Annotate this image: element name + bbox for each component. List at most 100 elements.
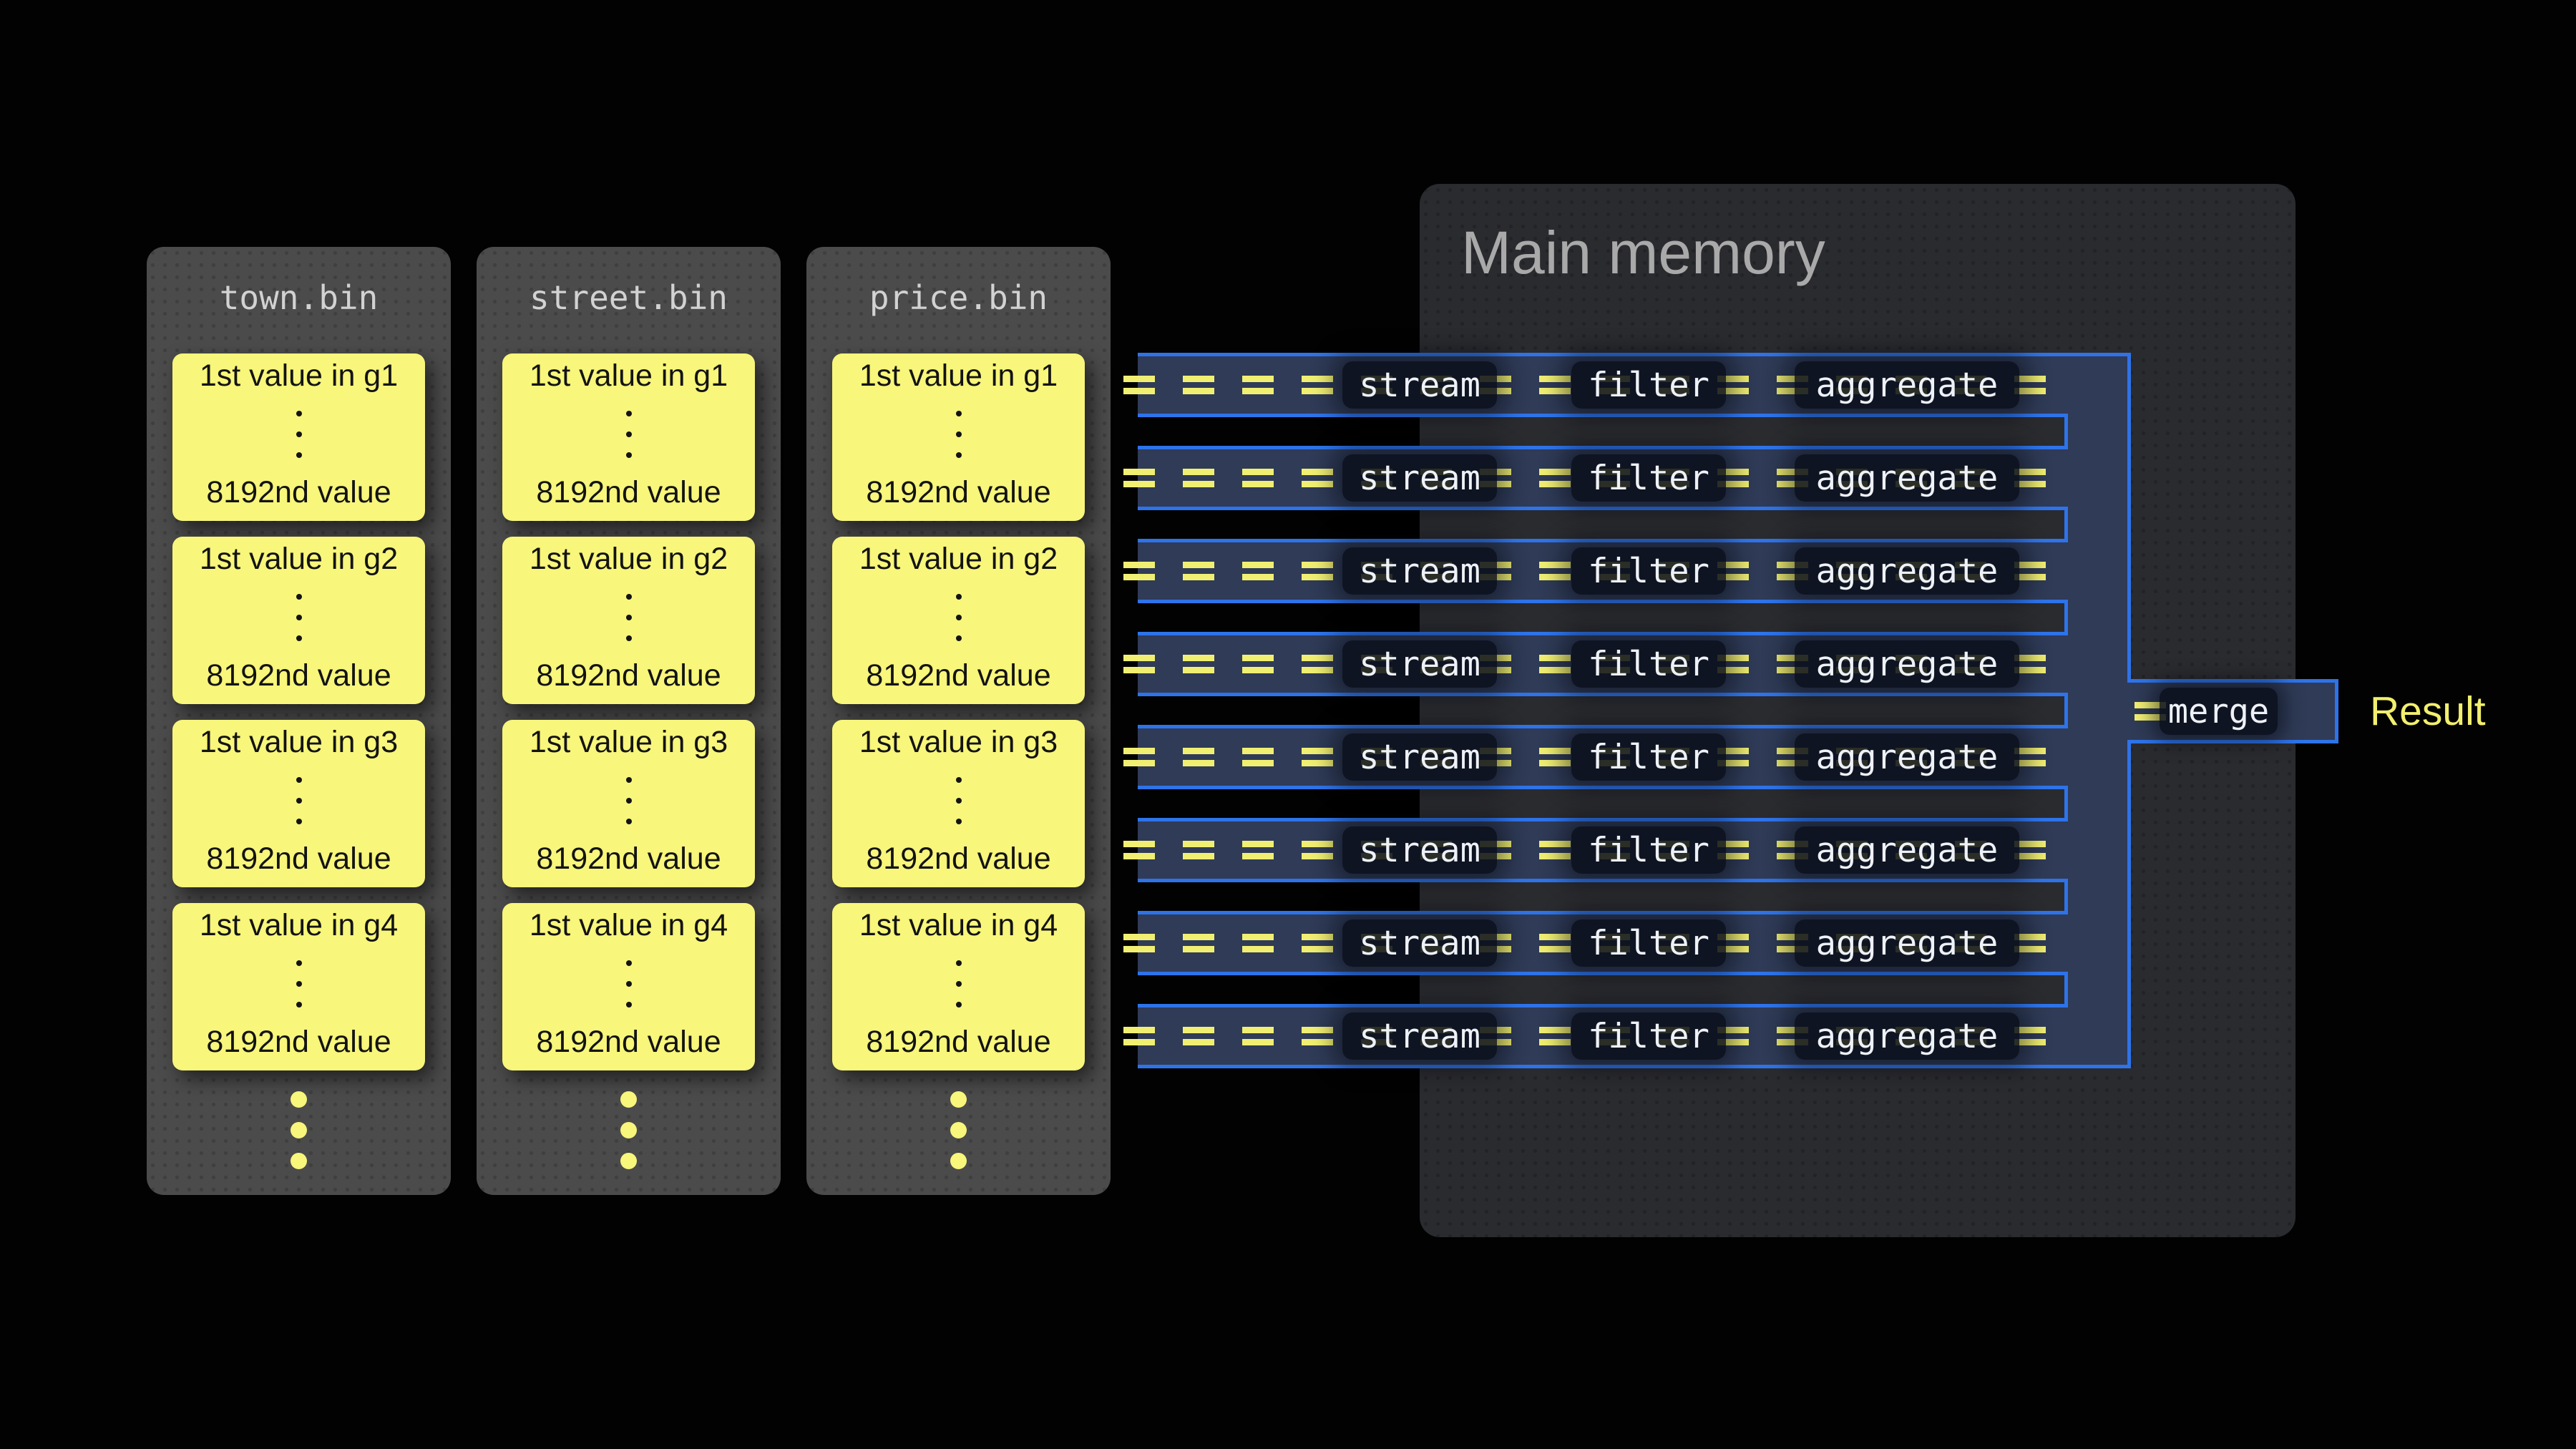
- dot-icon: [296, 411, 302, 416]
- dot-icon: [625, 798, 632, 804]
- dot-icon: [625, 594, 632, 600]
- dot-icon: [955, 960, 962, 966]
- row-group-block: 1st value in g4 8192nd value: [832, 903, 1085, 1070]
- filter-operator-box: filter: [1571, 919, 1726, 967]
- dot-icon: [296, 1002, 302, 1008]
- aggregate-operator-box: aggregate: [1795, 640, 2019, 688]
- dot-icon: [625, 615, 632, 620]
- pipeline-row: stream filter aggregate: [1116, 1004, 2147, 1068]
- dot-icon: [296, 819, 302, 824]
- ellipsis-dots-icon: [955, 411, 962, 458]
- dot-icon: [955, 594, 962, 600]
- file-column-street-bin: street.bin 1st value in g1 8192nd value 1st…: [477, 247, 781, 1195]
- row-group-last-value: 8192nd value: [866, 841, 1051, 876]
- aggregate-operator-box: aggregate: [1795, 919, 2019, 967]
- filter-operator-box: filter: [1571, 1013, 1726, 1060]
- pipeline-separator: [1138, 507, 2068, 542]
- dot-icon: [955, 411, 962, 416]
- result-label: Result: [2370, 688, 2486, 734]
- pipeline-separator: [1138, 600, 2068, 635]
- ellipsis-dots-icon: [296, 777, 302, 824]
- row-group-block: 1st value in g2 8192nd value: [832, 537, 1085, 704]
- row-group-last-value: 8192nd value: [206, 1024, 391, 1059]
- row-group-first-value: 1st value in g3: [529, 725, 728, 759]
- pipeline-separator: [1138, 972, 2068, 1008]
- dot-icon: [620, 1153, 637, 1169]
- pipeline-separator: [1138, 879, 2068, 914]
- stream-operator-box: stream: [1342, 826, 1497, 874]
- dot-icon: [955, 1002, 962, 1008]
- pipeline-row: stream filter aggregate: [1116, 539, 2147, 603]
- dot-icon: [955, 981, 962, 987]
- row-group-first-value: 1st value in g4: [199, 908, 399, 942]
- row-group-last-value: 8192nd value: [536, 841, 721, 876]
- filter-operator-box: filter: [1571, 454, 1726, 502]
- filter-operator-box: filter: [1571, 733, 1726, 781]
- row-group-first-value: 1st value in g1: [199, 358, 399, 393]
- row-group-last-value: 8192nd value: [536, 474, 721, 509]
- ellipsis-dots-icon: [955, 960, 962, 1008]
- filter-operator-box: filter: [1571, 826, 1726, 874]
- more-groups-ellipsis-icon: [806, 1091, 1111, 1169]
- ellipsis-dots-icon: [955, 777, 962, 824]
- aggregate-operator-box: aggregate: [1795, 547, 2019, 595]
- dot-icon: [625, 452, 632, 458]
- row-group-last-value: 8192nd value: [866, 474, 1051, 509]
- pipeline-row: stream filter aggregate: [1116, 632, 2147, 696]
- filter-operator-box: filter: [1571, 547, 1726, 595]
- aggregate-operator-box: aggregate: [1795, 454, 2019, 502]
- dot-icon: [620, 1122, 637, 1138]
- ellipsis-dots-icon: [625, 411, 632, 458]
- dot-icon: [625, 635, 632, 641]
- main-memory-title: Main memory: [1461, 219, 1825, 286]
- dot-icon: [296, 594, 302, 600]
- row-group-last-value: 8192nd value: [206, 658, 391, 693]
- pipeline-row: stream filter aggregate: [1116, 725, 2147, 789]
- dot-icon: [296, 981, 302, 987]
- ellipsis-dots-icon: [296, 960, 302, 1008]
- filter-operator-box: filter: [1571, 640, 1726, 688]
- row-group-last-value: 8192nd value: [206, 841, 391, 876]
- row-group-first-value: 1st value in g2: [199, 542, 399, 576]
- dot-icon: [296, 777, 302, 783]
- merge-dash-line: [2135, 714, 2166, 721]
- row-group-first-value: 1st value in g2: [529, 542, 728, 576]
- dot-icon: [291, 1091, 307, 1108]
- row-group-last-value: 8192nd value: [536, 658, 721, 693]
- dot-icon: [950, 1122, 967, 1138]
- dot-icon: [620, 1091, 637, 1108]
- pipeline-row: stream filter aggregate: [1116, 353, 2147, 417]
- filter-operator-box: filter: [1571, 361, 1726, 409]
- dot-icon: [955, 431, 962, 437]
- more-groups-ellipsis-icon: [477, 1091, 781, 1169]
- dot-icon: [296, 615, 302, 620]
- dot-icon: [296, 960, 302, 966]
- merge-tab: merge: [2127, 679, 2338, 743]
- dot-icon: [950, 1091, 967, 1108]
- row-group-last-value: 8192nd value: [866, 658, 1051, 693]
- dot-icon: [955, 777, 962, 783]
- row-group-block: 1st value in g3 8192nd value: [172, 720, 425, 887]
- pipeline-separator: [1138, 786, 2068, 821]
- dot-icon: [296, 452, 302, 458]
- dot-icon: [625, 411, 632, 416]
- dot-icon: [625, 431, 632, 437]
- aggregate-operator-box: aggregate: [1795, 1013, 2019, 1060]
- dot-icon: [955, 452, 962, 458]
- aggregate-operator-box: aggregate: [1795, 733, 2019, 781]
- stream-operator-box: stream: [1342, 733, 1497, 781]
- dot-icon: [955, 635, 962, 641]
- dot-icon: [625, 819, 632, 824]
- row-group-first-value: 1st value in g1: [529, 358, 728, 393]
- pipeline-row: stream filter aggregate: [1116, 911, 2147, 975]
- ellipsis-dots-icon: [625, 777, 632, 824]
- dot-icon: [955, 615, 962, 620]
- dot-icon: [625, 1002, 632, 1008]
- file-column-title: street.bin: [530, 278, 728, 317]
- row-group-block: 1st value in g4 8192nd value: [172, 903, 425, 1070]
- row-group-block: 1st value in g3 8192nd value: [502, 720, 755, 887]
- row-group-first-value: 1st value in g2: [859, 542, 1058, 576]
- ellipsis-dots-icon: [955, 594, 962, 641]
- dot-icon: [625, 777, 632, 783]
